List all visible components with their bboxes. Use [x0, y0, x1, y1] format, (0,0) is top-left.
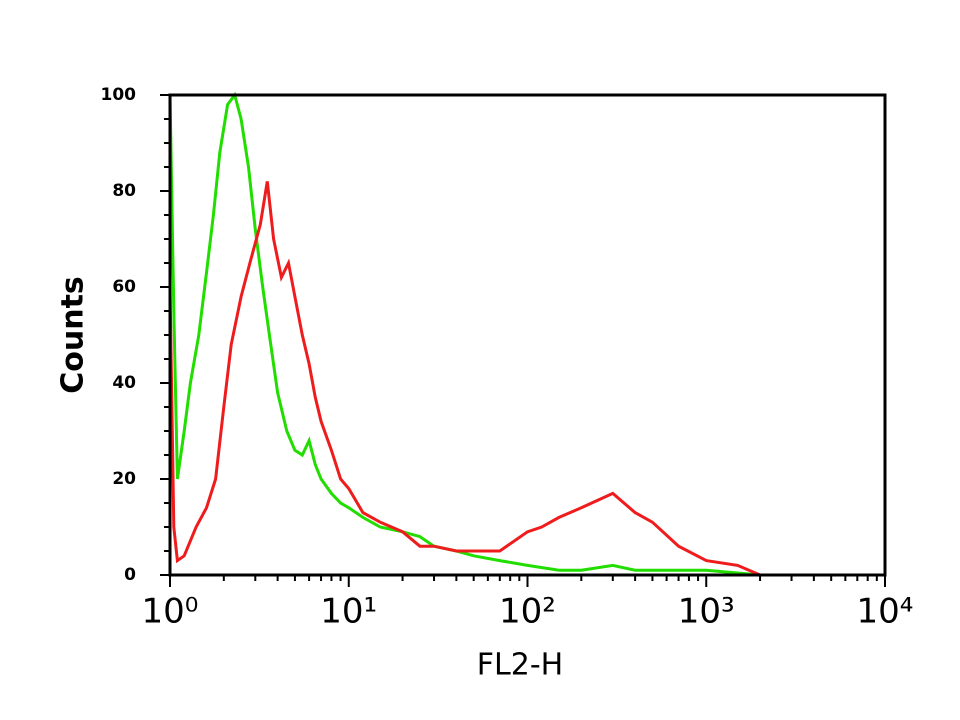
x-axis-label: FL2-H [477, 648, 563, 683]
y-tick-label: 40 [112, 373, 136, 393]
x-tick-label: 10⁴ [857, 592, 914, 632]
y-tick-label: 20 [112, 469, 136, 489]
x-tick-label: 10² [499, 592, 556, 632]
histogram-line [168, 91, 885, 577]
histogram-line [168, 181, 885, 577]
x-tick-label: 10³ [678, 592, 735, 632]
y-tick-label: 80 [112, 181, 136, 201]
y-axis-label: Counts [56, 276, 91, 394]
x-tick-label: 10¹ [320, 592, 377, 632]
y-tick-label: 0 [124, 565, 136, 585]
y-tick-label: 100 [101, 85, 137, 105]
plot-frame [168, 93, 887, 577]
x-tick-label: 10⁰ [142, 592, 199, 632]
y-tick-label: 60 [112, 277, 136, 297]
